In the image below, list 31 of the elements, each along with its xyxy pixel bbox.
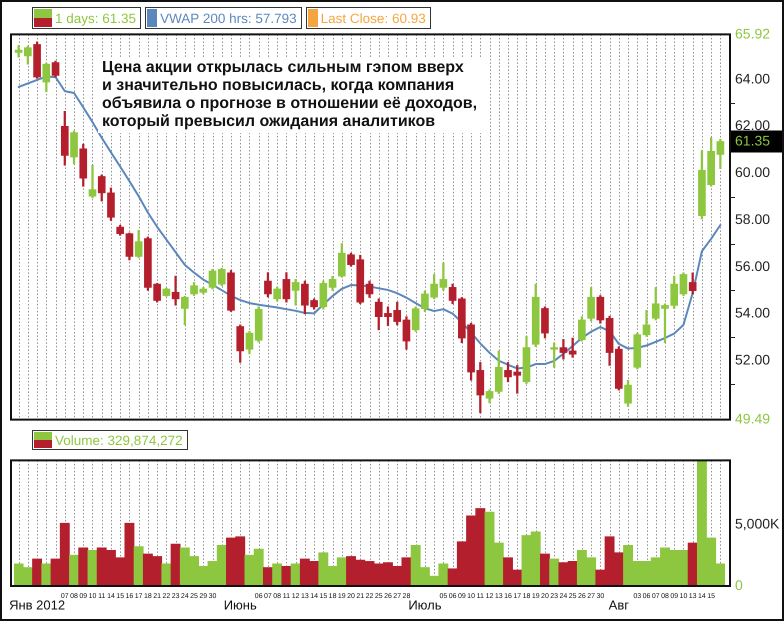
bar: [32, 558, 42, 586]
bar: [688, 542, 698, 586]
y-tick-label: 0: [735, 576, 743, 593]
x-tick-label: Июль: [408, 598, 442, 613]
bar: [134, 546, 144, 586]
x-tick-label: Июнь: [224, 598, 257, 613]
y-tick-label: 54.00: [735, 304, 770, 321]
y-tick-label: 5,000K: [735, 515, 780, 532]
bar: [88, 550, 98, 586]
bar: [549, 558, 560, 586]
bar: [170, 544, 181, 586]
y-tick-label: 64.00: [735, 70, 770, 86]
y-tick-label: 65.92: [735, 25, 770, 42]
x-tick-label: Янв 2012: [9, 598, 66, 613]
y-tick-label: 61.35: [735, 132, 770, 148]
legend-label: Volume: 329,874,272: [54, 432, 184, 448]
x-tick-label: Авг: [608, 598, 630, 613]
y-tick-label: 58.00: [735, 210, 770, 227]
bar: [290, 564, 301, 586]
y-tick-label: 62.00: [735, 117, 770, 134]
bar: [272, 564, 282, 586]
bar: [69, 554, 79, 586]
legend-label: Last Close: 60.93: [320, 10, 427, 27]
y-tick-label: 49.49: [735, 410, 770, 426]
bar: [540, 554, 550, 586]
y-tick-label: 60.00: [735, 164, 770, 180]
y-tick-label: 56.00: [735, 258, 770, 274]
legend-label: VWAP 200 hrs: 57.793: [159, 10, 298, 27]
annotation: Цена акции открылась сильным гэпом вверх и значительно повысилась, когда компания объявила о прогнозе в отношении её доходов, который превысил ожидания аналитиков: [98, 57, 482, 133]
y-tick-label: 52.00: [735, 352, 770, 368]
legend-label: 1 days: 61.35: [54, 10, 138, 27]
